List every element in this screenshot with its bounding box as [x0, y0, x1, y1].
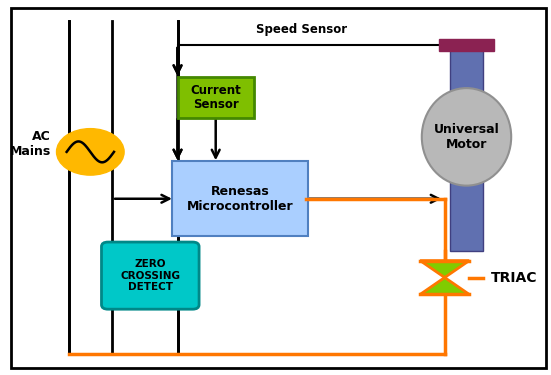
Circle shape [57, 129, 124, 175]
Text: Renesas
Microcontroller: Renesas Microcontroller [187, 185, 294, 213]
FancyBboxPatch shape [177, 77, 254, 118]
Text: Current
Sensor: Current Sensor [190, 84, 241, 111]
Bar [439, 39, 494, 51]
Bar [450, 47, 483, 251]
FancyBboxPatch shape [11, 8, 545, 368]
Text: Speed Sensor: Speed Sensor [256, 22, 347, 36]
Text: ZERO
CROSSING
DETECT: ZERO CROSSING DETECT [120, 259, 180, 292]
Polygon shape [420, 261, 469, 278]
FancyBboxPatch shape [101, 242, 199, 309]
FancyBboxPatch shape [172, 161, 309, 236]
Text: AC
Mains: AC Mains [10, 130, 51, 158]
Text: Universal
Motor: Universal Motor [434, 123, 499, 151]
Polygon shape [420, 278, 469, 294]
Ellipse shape [422, 88, 511, 186]
Text: TRIAC: TRIAC [491, 270, 538, 285]
